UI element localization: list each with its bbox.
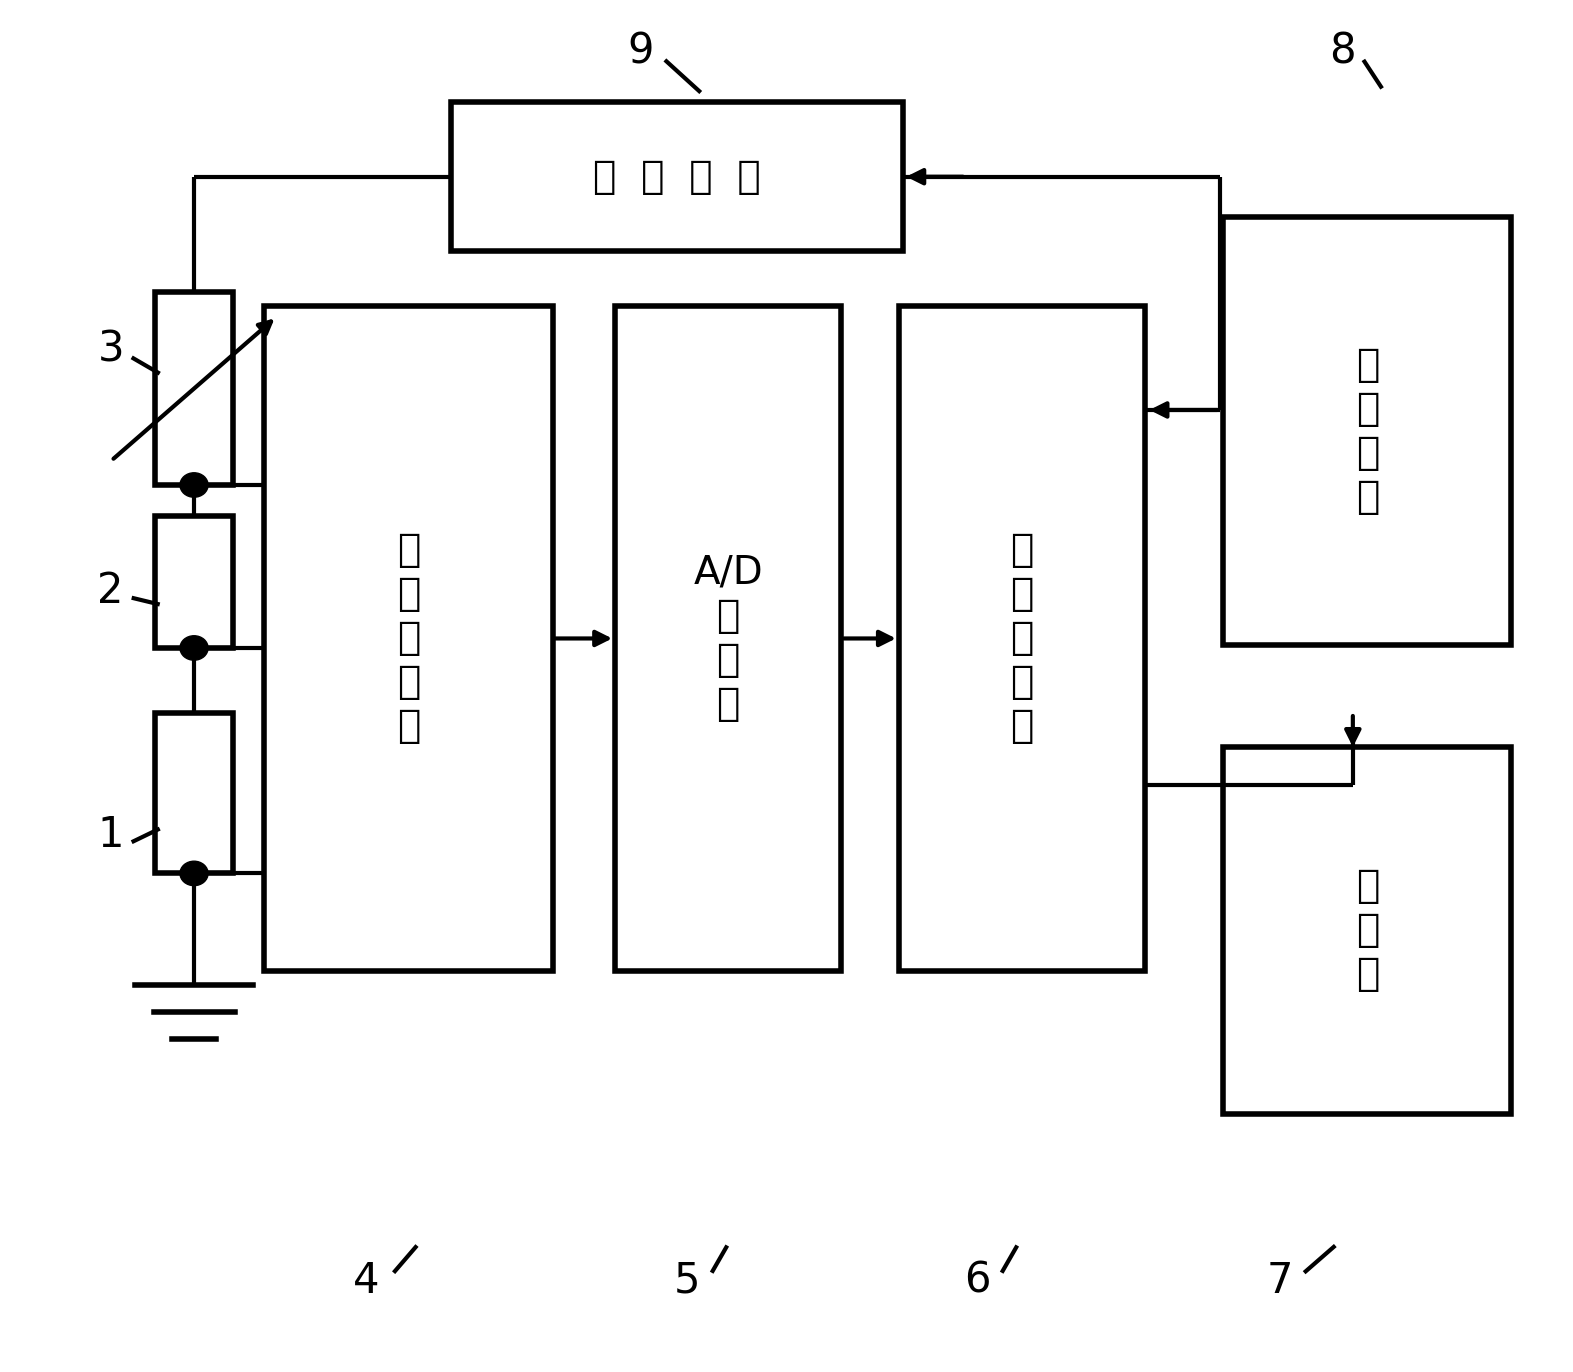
Text: 显
示
器: 显 示 器 (1356, 867, 1380, 993)
Bar (264, 306, 552, 971)
Bar (156, 713, 233, 874)
Text: 6: 6 (964, 1259, 991, 1302)
Bar (615, 306, 842, 971)
Text: A/D
转
换
器: A/D 转 换 器 (694, 553, 763, 723)
Circle shape (179, 862, 208, 886)
Text: 操
作
键
盘: 操 作 键 盘 (1356, 346, 1380, 516)
Text: 7: 7 (1266, 1259, 1293, 1302)
Text: 5: 5 (675, 1259, 700, 1302)
Bar (156, 292, 233, 484)
Circle shape (179, 473, 208, 497)
Text: 滤
波
放
大
器: 滤 波 放 大 器 (396, 531, 420, 745)
Circle shape (179, 635, 208, 660)
Text: 2: 2 (98, 569, 124, 612)
Bar (156, 516, 233, 648)
Bar (1224, 748, 1512, 1114)
Text: 单
片
机
系
统: 单 片 机 系 统 (1010, 531, 1033, 745)
Bar (1224, 217, 1512, 645)
Bar (898, 306, 1145, 971)
Bar (451, 102, 903, 251)
Text: 3: 3 (98, 328, 124, 370)
Text: 可  控  电  源: 可 控 电 源 (593, 158, 761, 196)
Text: 1: 1 (98, 815, 124, 856)
Text: 4: 4 (352, 1259, 379, 1302)
Text: 8: 8 (1329, 30, 1356, 73)
Text: 9: 9 (628, 30, 654, 73)
